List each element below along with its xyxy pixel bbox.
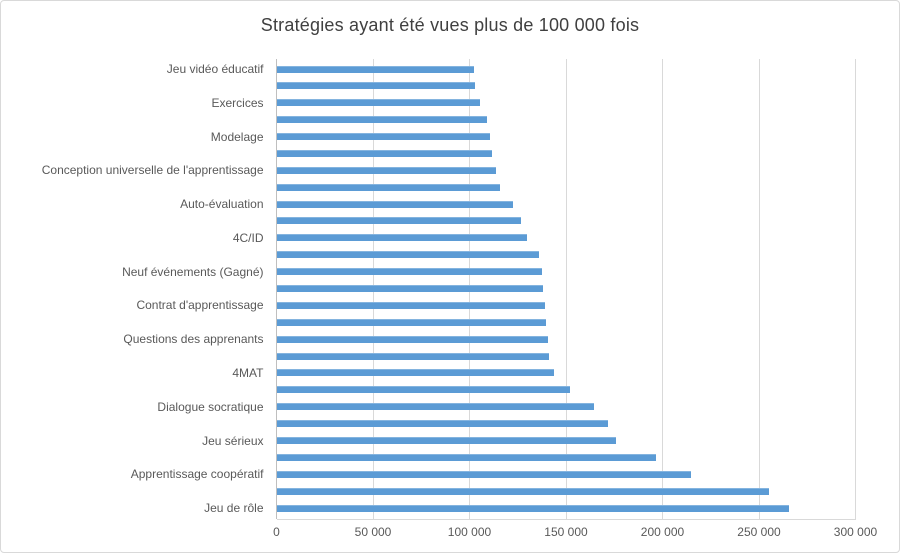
category-label: Exercices bbox=[211, 95, 264, 110]
category-label: Jeu sérieux bbox=[202, 433, 264, 448]
category-label: Modelage bbox=[210, 129, 264, 144]
x-axis-line bbox=[276, 518, 856, 520]
x-tick-label: 0 bbox=[273, 524, 280, 539]
bar bbox=[277, 116, 488, 124]
category-label: Auto-évaluation bbox=[180, 197, 264, 212]
category-label: 4MAT bbox=[232, 365, 264, 380]
category-label: Conception universelle de l'apprentissag… bbox=[41, 163, 264, 178]
category-label: Jeu de rôle bbox=[204, 501, 264, 516]
bar bbox=[277, 149, 493, 157]
x-tick-label: 200 000 bbox=[640, 524, 685, 539]
category-label: Contrat d'apprentissage bbox=[136, 298, 264, 313]
bar bbox=[277, 82, 475, 90]
category-label: 4C/ID bbox=[232, 230, 264, 245]
bar bbox=[277, 352, 550, 360]
gridline bbox=[855, 59, 856, 519]
chart-title: Stratégies ayant été vues plus de 100 00… bbox=[260, 15, 640, 35]
bar bbox=[277, 470, 691, 478]
x-tick-label: 150 000 bbox=[544, 524, 588, 539]
bar bbox=[277, 133, 491, 141]
gridline bbox=[565, 59, 567, 519]
bar bbox=[277, 200, 514, 208]
bar bbox=[277, 217, 522, 225]
bar bbox=[277, 386, 571, 394]
bar bbox=[277, 301, 546, 309]
gridline bbox=[758, 59, 760, 519]
bar bbox=[277, 504, 790, 512]
bar bbox=[277, 268, 543, 276]
x-tick-label: 250 000 bbox=[737, 524, 781, 539]
bar bbox=[277, 99, 480, 107]
bar bbox=[277, 453, 657, 461]
bar bbox=[277, 166, 497, 174]
bar bbox=[277, 335, 549, 343]
gridline bbox=[662, 59, 663, 519]
bar bbox=[277, 437, 616, 445]
category-label: Neuf événements (Gagné) bbox=[122, 264, 264, 279]
bar bbox=[277, 183, 500, 191]
bar bbox=[277, 65, 474, 73]
x-tick-label: 50 000 bbox=[354, 524, 392, 539]
bar bbox=[277, 234, 527, 242]
x-tick-label: 100 000 bbox=[447, 524, 492, 539]
x-tick-label: 300 000 bbox=[833, 524, 878, 539]
bar bbox=[277, 251, 540, 259]
y-axis-line bbox=[276, 59, 277, 519]
category-label: Jeu vidéo éducatif bbox=[166, 62, 264, 76]
category-label: Apprentissage coopératif bbox=[130, 467, 264, 482]
bar bbox=[277, 318, 547, 326]
category-label: Dialogue socratique bbox=[157, 399, 264, 414]
bar bbox=[277, 420, 608, 428]
bar bbox=[277, 369, 554, 377]
bar bbox=[277, 403, 594, 411]
category-label: Questions des apprenants bbox=[123, 332, 264, 347]
bar bbox=[277, 487, 770, 495]
bar bbox=[277, 285, 544, 293]
